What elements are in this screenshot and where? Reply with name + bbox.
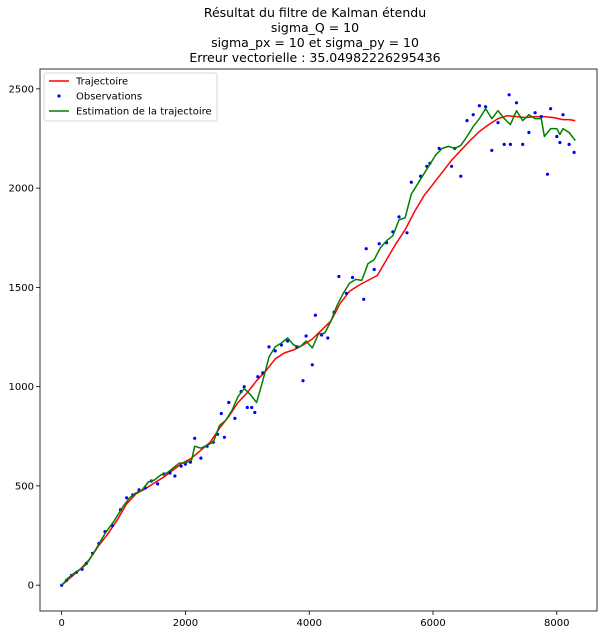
legend-label-observations: Observations [76, 92, 142, 103]
observation-point [490, 148, 494, 152]
title-line-2: sigma_Q = 10 [271, 20, 359, 35]
y-tick-label: 2500 [9, 84, 34, 95]
observation-point [250, 405, 254, 410]
title-line-1: Résultat du filtre de Kalman étendu [204, 5, 426, 20]
observation-point [484, 105, 488, 109]
observation-point [156, 482, 160, 486]
observation-point [437, 146, 441, 150]
observation-point [362, 297, 366, 301]
observation-point [545, 172, 550, 176]
observation-point [301, 379, 305, 383]
x-tick-label: 6000 [420, 618, 445, 629]
y-tick-label: 0 [28, 581, 34, 592]
y-tick-label: 500 [15, 481, 34, 492]
observation-point [527, 130, 531, 135]
series-line-trajectoire [61, 114, 576, 586]
x-tick-label: 2000 [173, 618, 198, 629]
observation-point [125, 496, 129, 500]
series-points-observations [60, 93, 576, 587]
observation-point [477, 104, 481, 108]
observation-point [364, 247, 368, 251]
observation-point [496, 121, 500, 125]
observation-point [409, 180, 413, 184]
observation-point [514, 101, 519, 105]
observation-point [199, 456, 203, 460]
observation-point [222, 435, 226, 439]
title-line-3: sigma_px = 10 et sigma_py = 10 [211, 35, 419, 50]
legend-label-estimation: Estimation de la trajectoire [76, 107, 212, 118]
y-tick-label: 2000 [9, 184, 34, 195]
observation-point [521, 142, 525, 146]
observation-point [286, 339, 290, 343]
observation-point [326, 336, 330, 340]
observation-point [372, 267, 376, 272]
observation-point [233, 416, 237, 420]
legend-swatch-observations [57, 94, 61, 98]
x-tick-label: 8000 [544, 618, 569, 629]
series-line-estimation-de-la-trajectoire [61, 107, 576, 586]
observation-point [572, 150, 576, 154]
legend-label-trajectoire: Trajectoire [75, 77, 128, 88]
observation-point [508, 142, 512, 146]
plot-area [39, 68, 598, 612]
observation-point [219, 411, 223, 416]
observation-point [555, 134, 559, 139]
observation-point [304, 334, 308, 338]
observation-point [337, 274, 341, 279]
y-tick-label: 1500 [9, 283, 34, 294]
observation-point [261, 371, 265, 375]
observation-point [253, 410, 257, 415]
chart-title: Résultat du filtre de Kalman étendu sigm… [189, 5, 440, 65]
observation-point [267, 345, 271, 349]
observation-point [245, 405, 249, 410]
observation-point [539, 115, 543, 119]
observation-point [558, 140, 562, 145]
legend-box [43, 72, 218, 122]
observation-point [256, 375, 260, 379]
observation-point [168, 471, 172, 475]
observation-point [549, 107, 553, 111]
observation-point [405, 231, 409, 235]
observation-point [465, 119, 469, 123]
observation-point [377, 242, 381, 246]
observation-point [502, 142, 506, 146]
observation-point [471, 113, 475, 117]
observation-point [567, 142, 571, 146]
observation-point [227, 400, 231, 405]
observation-point [173, 474, 177, 478]
observation-point [533, 111, 537, 115]
legend: Trajectoire Observations Estimation de l… [43, 72, 218, 122]
observation-point [242, 385, 246, 389]
x-tick-label: 0 [58, 618, 64, 629]
observation-point [507, 93, 511, 97]
observation-point [179, 464, 183, 468]
observation-point [450, 164, 454, 168]
observation-point [350, 275, 355, 280]
observation-point [313, 313, 317, 317]
observation-point [459, 174, 463, 178]
title-line-4: Erreur vectorielle : 35.04982226295436 [189, 50, 440, 65]
x-tick-label: 4000 [296, 618, 321, 629]
observation-point [193, 436, 197, 440]
y-tick-label: 1000 [9, 382, 34, 393]
observation-point [273, 349, 277, 353]
observation-point [561, 113, 565, 117]
observation-point [344, 291, 348, 295]
axis-ticks: 0 2000 4000 6000 8000 0 500 1000 1500 2000 2500 [9, 84, 570, 629]
series-layer [60, 93, 576, 587]
observation-point [310, 363, 314, 367]
observation-point [397, 215, 401, 219]
